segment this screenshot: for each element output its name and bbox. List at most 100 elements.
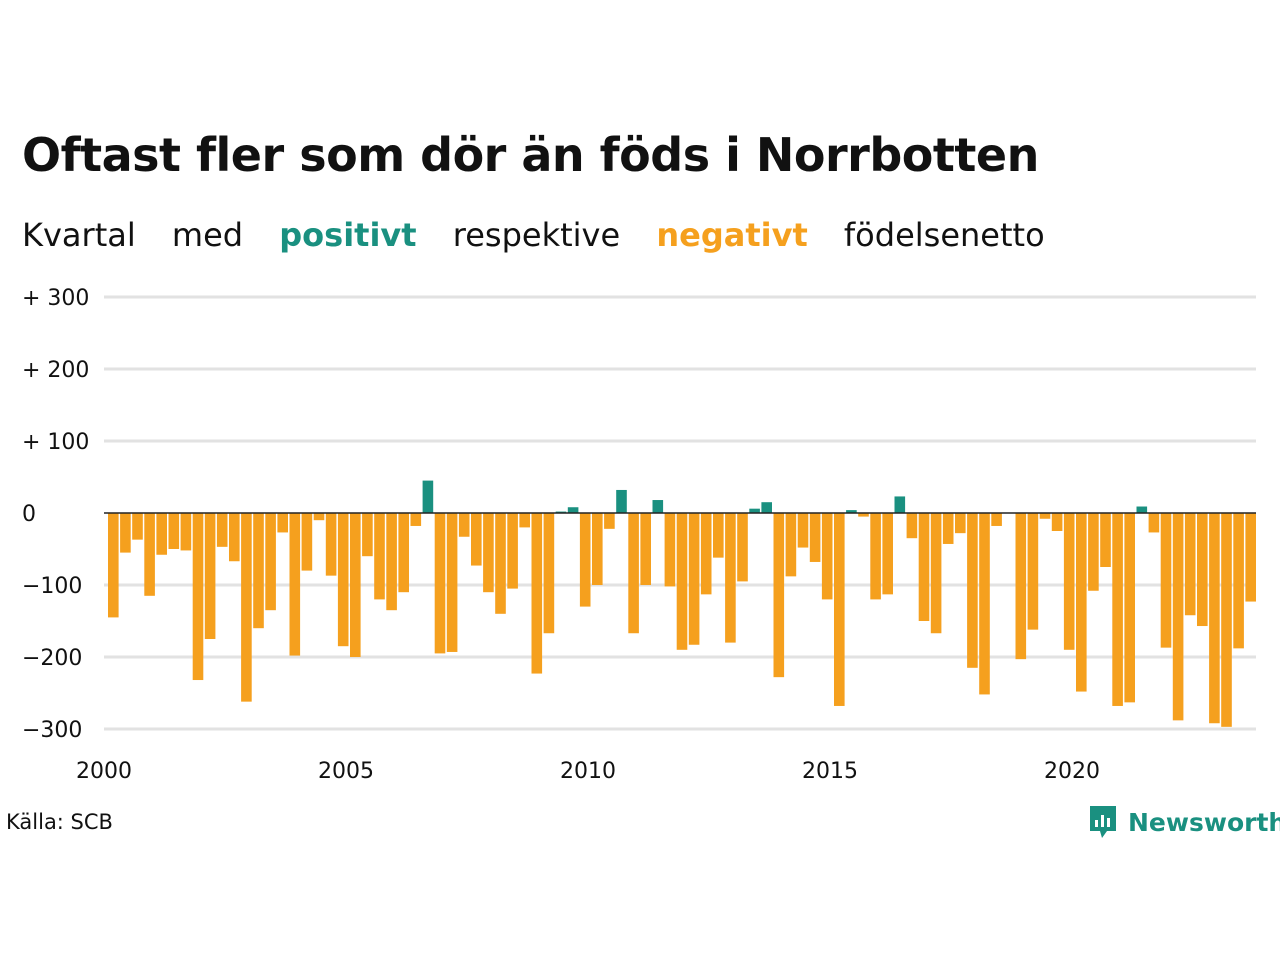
bar [809, 513, 821, 562]
bar [204, 513, 216, 639]
y-tick-label: 0 [22, 502, 36, 527]
bar [1209, 513, 1220, 724]
bar [930, 513, 942, 634]
bar [216, 513, 228, 547]
bar [1172, 513, 1184, 721]
bar [628, 513, 639, 634]
bar [785, 513, 797, 577]
y-tick-label: + 100 [22, 430, 89, 455]
bar [108, 513, 119, 618]
bar [882, 513, 893, 595]
bar [446, 513, 458, 652]
bar [1051, 513, 1063, 531]
x-axis-ticks: 2000 2005 2010 2015 2020 [76, 759, 1100, 784]
bar [1148, 513, 1160, 533]
bar [277, 513, 288, 533]
bar [918, 513, 930, 621]
bar [664, 513, 676, 587]
y-tick-label: + 200 [22, 358, 89, 383]
y-tick-label: + 300 [22, 286, 89, 311]
bar [325, 513, 337, 576]
bar [180, 513, 192, 551]
y-tick-label: −300 [22, 718, 82, 743]
bar [1039, 513, 1051, 519]
chart-title: Oftast fler som dör än föds i Norrbotten [22, 128, 1039, 182]
bar [834, 513, 845, 706]
subtitle-word: Kvartal [22, 216, 136, 254]
bar [616, 489, 627, 513]
bar [979, 513, 990, 695]
bar [386, 513, 397, 611]
bar [640, 513, 651, 585]
bar [410, 513, 422, 526]
bar [1063, 513, 1075, 650]
bar [773, 513, 785, 678]
bar [1233, 513, 1244, 649]
bar [507, 513, 518, 589]
bar-layer [108, 480, 1256, 727]
bar [1221, 513, 1232, 727]
bar [761, 502, 772, 513]
bar [458, 513, 470, 537]
bar [1136, 506, 1148, 513]
bar [483, 513, 494, 593]
y-tick-label: −200 [22, 646, 82, 671]
bar-chart: + 300 + 200 + 100 0 −100 −200 −300 2000 2005 201… [22, 286, 1256, 784]
bar [1245, 513, 1256, 602]
y-tick-label: −100 [22, 574, 82, 599]
bar [422, 480, 434, 513]
subtitle-negative-label: negativt [656, 216, 808, 254]
bar [495, 513, 506, 614]
bar [531, 513, 543, 674]
bar [519, 513, 530, 528]
source-note: Källa: SCB [6, 810, 113, 834]
bar [253, 513, 264, 629]
newsworthy-logo-text: Newsworthy [1128, 807, 1280, 837]
bar [192, 513, 204, 681]
bar [592, 513, 603, 585]
bar [688, 513, 700, 645]
x-tick-label: 2000 [76, 759, 132, 784]
x-tick-label: 2005 [318, 759, 374, 784]
bar [567, 507, 579, 513]
bar [374, 513, 385, 600]
bar [1015, 513, 1027, 660]
subtitle-word: respektive [452, 216, 621, 254]
x-tick-label: 2010 [560, 759, 616, 784]
bar [737, 513, 748, 582]
bar [579, 513, 591, 607]
bar [1184, 513, 1196, 616]
bar [289, 513, 301, 656]
bar [821, 513, 833, 600]
subtitle-word: födelsenetto [843, 216, 1045, 254]
subtitle-word: med [171, 216, 244, 254]
bar [1160, 513, 1172, 648]
bar [313, 513, 325, 521]
y-axis-ticks: + 300 + 200 + 100 0 −100 −200 −300 [22, 286, 89, 743]
bar [229, 513, 240, 562]
bar [846, 510, 857, 513]
bar [906, 513, 918, 539]
bar [955, 513, 966, 534]
bar [1197, 513, 1208, 627]
bar [700, 513, 712, 595]
bar [132, 513, 143, 540]
bar [337, 513, 349, 647]
bar [652, 500, 664, 513]
bar [894, 496, 906, 513]
bar [870, 513, 881, 600]
bar [362, 513, 373, 557]
bar [120, 513, 131, 553]
bar [1100, 513, 1111, 567]
bar [350, 513, 361, 657]
bar [1027, 513, 1039, 630]
bar [713, 513, 724, 558]
bar [301, 513, 313, 571]
bar [241, 513, 252, 702]
x-tick-label: 2020 [1044, 759, 1100, 784]
bar [1124, 513, 1135, 703]
bar [991, 513, 1002, 526]
bar [144, 513, 155, 596]
bar [942, 513, 954, 544]
bar [858, 513, 869, 517]
